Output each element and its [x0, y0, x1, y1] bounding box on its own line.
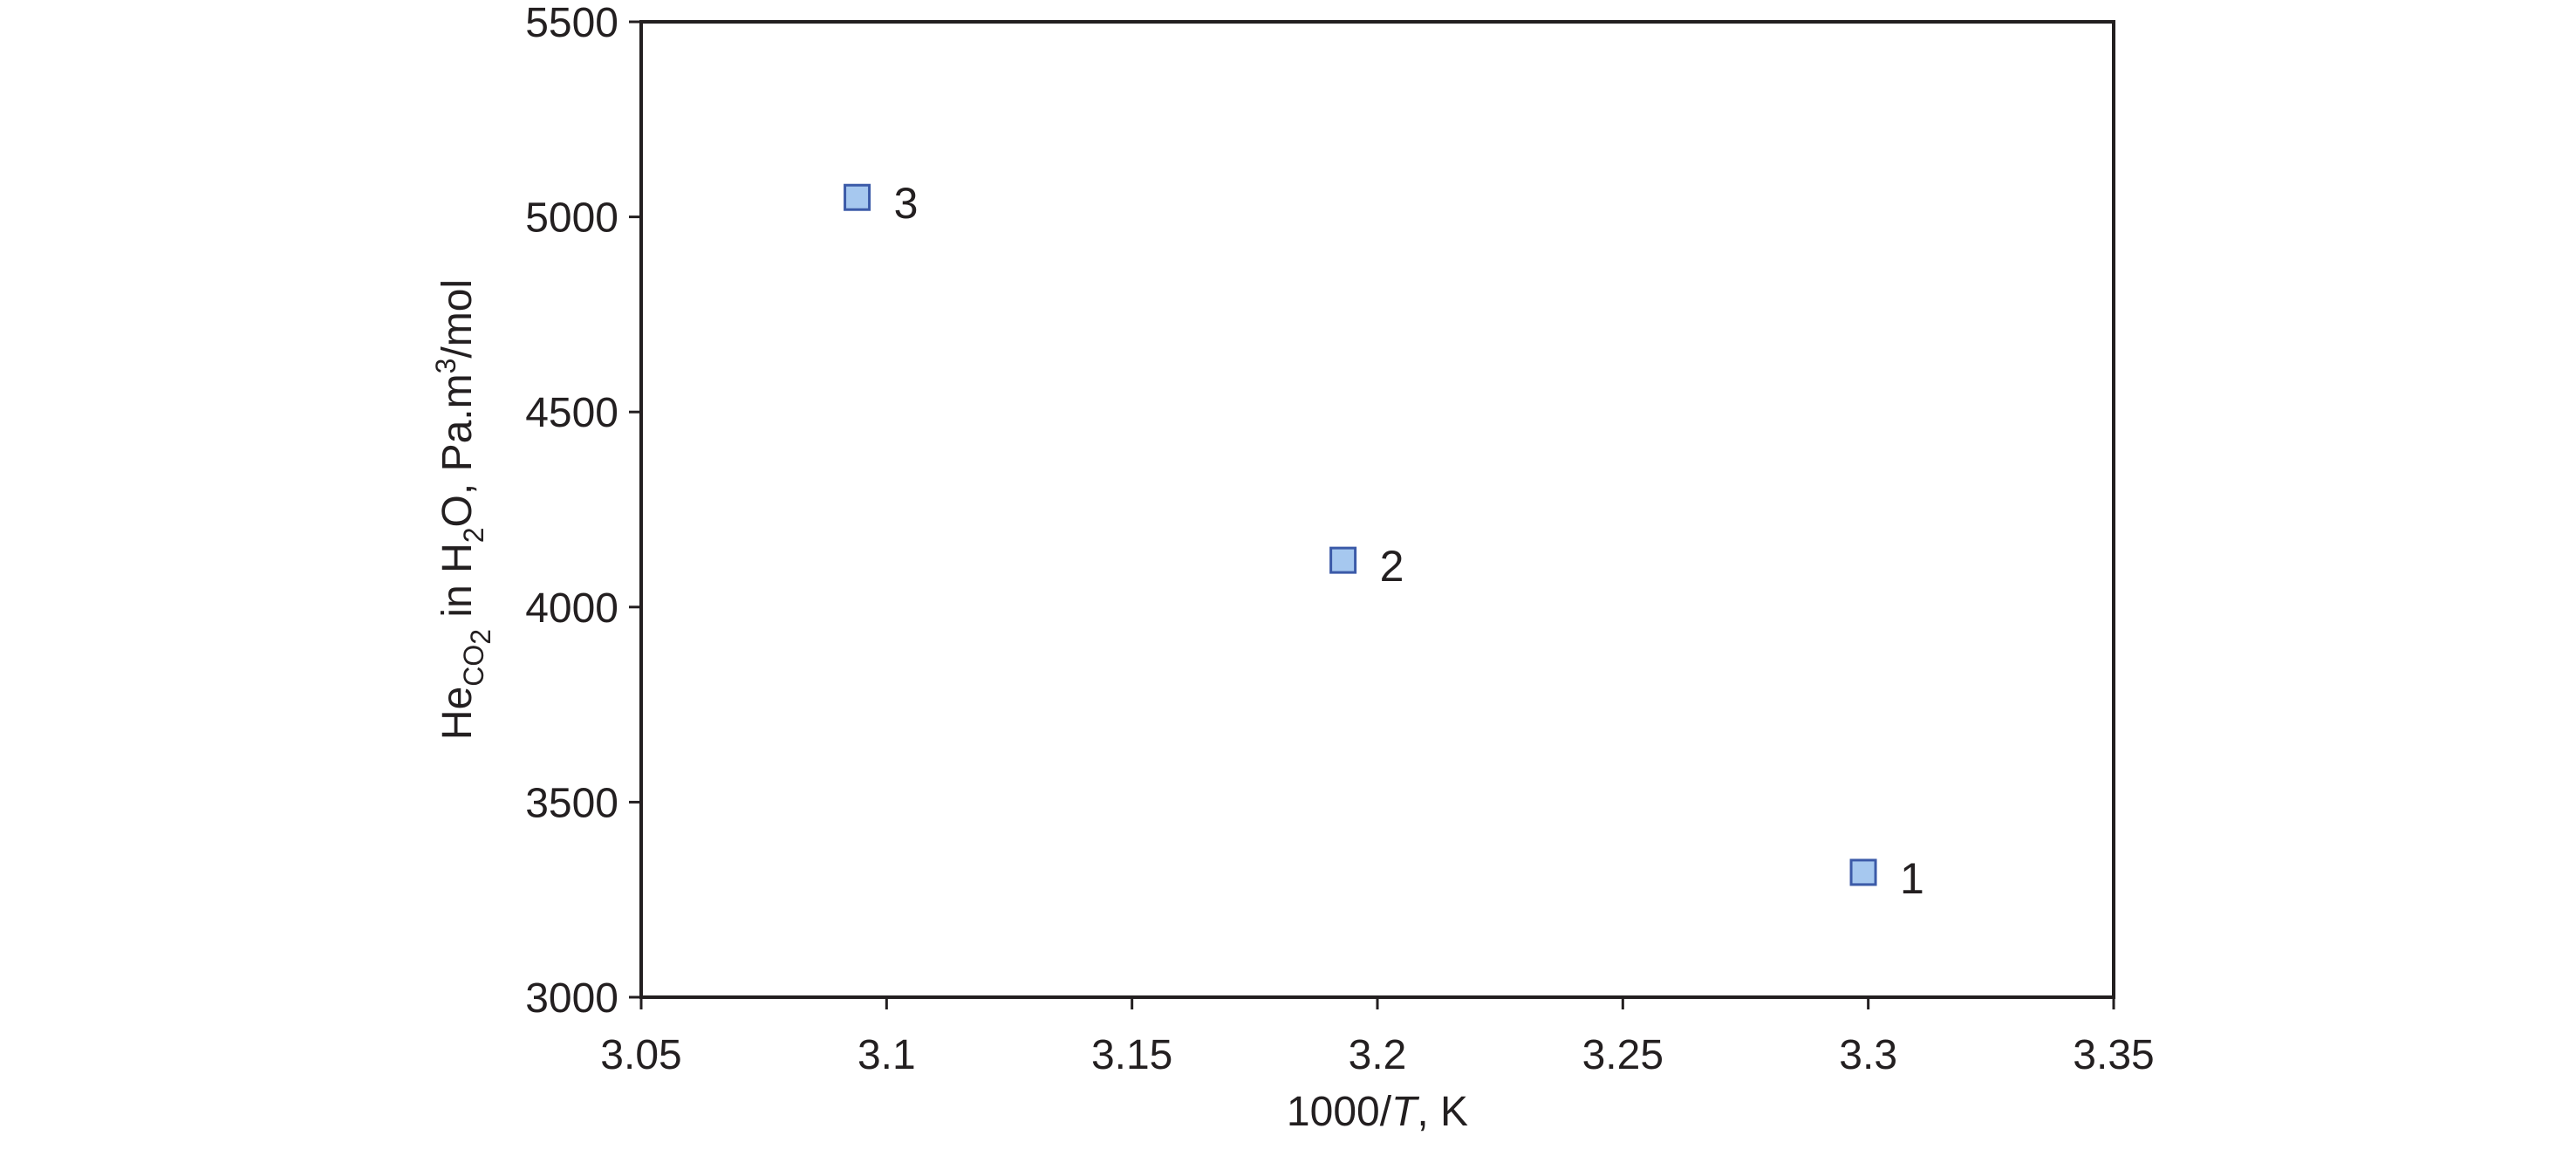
y-axis-title-sub2: 2	[458, 527, 489, 543]
y-tick-label: 3500	[525, 780, 618, 826]
y-axis-title-part4: /mol	[434, 279, 481, 359]
x-axis-title: 1000/T, K	[1287, 1089, 1468, 1135]
plot-frame	[639, 20, 2115, 999]
x-axis-title-prefix: 1000/	[1287, 1089, 1392, 1135]
y-tick-label: 4500	[525, 390, 618, 436]
data-point-marker	[1329, 546, 1357, 574]
x-tick-label: 3.15	[1091, 1032, 1172, 1078]
data-point-label: 2	[1380, 542, 1404, 591]
x-tick-label: 3.2	[1349, 1032, 1407, 1078]
y-axis-title-sub1b: 2	[465, 629, 496, 645]
y-axis-title-sub1: CO	[458, 645, 489, 687]
x-tick-label: 3.25	[1582, 1032, 1664, 1078]
data-point-label: 3	[894, 179, 919, 228]
x-tick-label: 3.05	[600, 1032, 681, 1078]
y-tick-label: 4000	[525, 585, 618, 632]
y-tick-label: 5500	[525, 0, 618, 46]
x-axis-ticks: 3.05 3.1 3.15 3.2 3.25 3.3 3.35	[600, 997, 2155, 1078]
y-axis-ticks: 3000 3500 4000 4500 5000 5500	[525, 0, 641, 1022]
x-tick-label: 3.35	[2073, 1032, 2154, 1078]
x-tick-label: 3.1	[858, 1032, 916, 1078]
data-point-marker	[844, 183, 871, 211]
x-axis-title-suffix: , K	[1417, 1089, 1468, 1135]
x-axis-title-italic: T	[1391, 1089, 1420, 1135]
y-axis-title-sup: 3	[430, 359, 461, 374]
y-axis-title-part2: in H	[434, 543, 481, 629]
data-point-marker	[1849, 858, 1877, 886]
y-axis-title-part1: He	[434, 687, 481, 740]
plot-area	[639, 20, 2115, 999]
y-tick-label: 5000	[525, 195, 618, 242]
data-points: 1 2 3	[844, 179, 1924, 903]
y-axis-title: HeCO2 in H2O, Pa.m3/mol	[430, 279, 496, 740]
y-axis-title-part3: O, Pa.m	[434, 373, 481, 527]
y-tick-label: 3000	[525, 975, 618, 1022]
data-point-label: 1	[1900, 854, 1924, 903]
x-tick-label: 3.3	[1839, 1032, 1897, 1078]
